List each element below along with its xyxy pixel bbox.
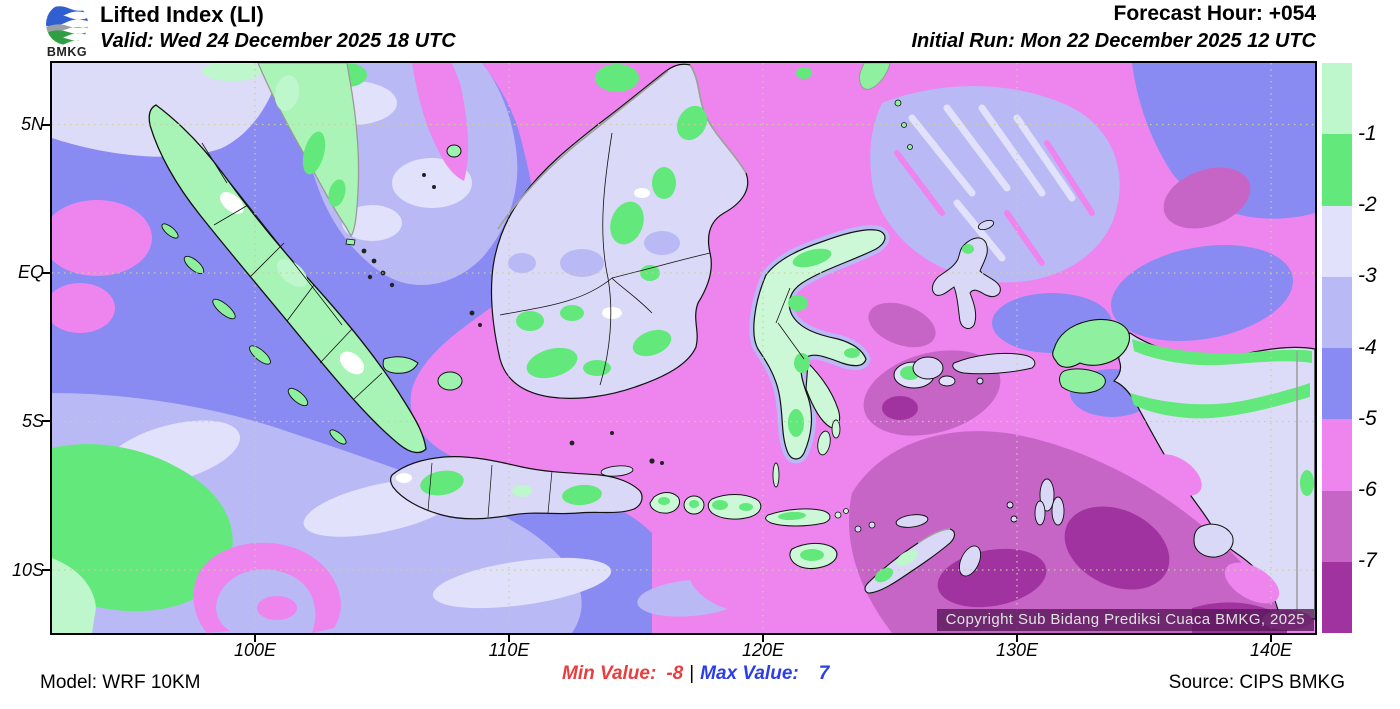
lat-label-5s: 5S	[21, 411, 44, 431]
lon-label-100e: 100E	[233, 640, 277, 660]
graticule	[52, 63, 1315, 633]
lon-label-120e: 120E	[741, 640, 785, 660]
island-papua	[1052, 318, 1315, 630]
colorbar-label: -3	[1358, 264, 1377, 287]
island-borneo	[490, 63, 749, 399]
lon-label-140e: 140E	[1249, 640, 1293, 660]
island-malay-peninsula	[257, 63, 482, 327]
colorbar-segment	[1322, 63, 1352, 135]
lon-label-110e: 110E	[488, 640, 530, 660]
colorbar-label: -2	[1358, 193, 1377, 216]
max-value: 7	[818, 663, 830, 684]
lat-tick	[42, 420, 51, 422]
map-frame: Copyright Sub Bidang Prediksi Cuaca BMKG…	[50, 61, 1317, 635]
lat-tick	[42, 272, 51, 274]
minmax-separator: |	[689, 663, 695, 684]
island-sumatra	[148, 104, 463, 454]
lon-tick	[1270, 633, 1272, 642]
islands-lesser-sunda	[390, 456, 956, 594]
lon-tick	[1016, 633, 1018, 642]
colorbar-label: -5	[1358, 407, 1377, 430]
islands-maluku	[893, 219, 1036, 389]
minmax-values: Min Value: -8 | Max Value: 7	[562, 663, 829, 685]
lat-tick	[42, 569, 51, 571]
min-value: -8	[666, 663, 684, 684]
colorbar-segment	[1322, 205, 1352, 277]
colorbar-label: -6	[1358, 478, 1377, 501]
min-value-label: Min Value:	[562, 663, 657, 684]
lat-label-10s: 10S	[11, 560, 44, 580]
map-canvas	[52, 63, 1315, 633]
bmkg-logo: BMKG	[46, 3, 88, 58]
lat-label-eq: EQ	[17, 262, 44, 282]
lon-tick	[254, 633, 256, 642]
valid-time-label: Valid: Wed 24 December 2025 18 UTC	[100, 30, 456, 52]
lon-tick	[508, 633, 510, 642]
forecast-hour-label: Forecast Hour: +054	[1113, 2, 1317, 25]
colorbar-segment	[1322, 348, 1352, 420]
page-title: Lifted Index (LI)	[100, 2, 264, 27]
colorbar-label: -1	[1358, 122, 1377, 145]
colorbar-segment	[1322, 419, 1352, 491]
lon-tick	[762, 633, 764, 642]
source-label: Source: CIPS BMKG	[1168, 672, 1345, 693]
islands-small-east	[569, 63, 1065, 577]
max-value-label: Max Value:	[700, 663, 799, 684]
colorbar-segment	[1322, 561, 1352, 633]
lat-tick	[42, 124, 51, 126]
copyright-overlay: Copyright Sub Bidang Prediksi Cuaca BMKG…	[936, 609, 1314, 631]
colorbar-segment	[1322, 490, 1352, 562]
lat-label-5n: 5N	[20, 114, 44, 134]
colorbar-segment	[1322, 276, 1352, 348]
initial-run-label: Initial Run: Mon 22 December 2025 12 UTC	[911, 30, 1316, 52]
lon-label-130e: 130E	[995, 640, 1039, 660]
colorbar-segment	[1322, 134, 1352, 206]
island-sulawesi	[749, 225, 890, 488]
model-label: Model: WRF 10KM	[40, 672, 201, 693]
colorbar-label: -7	[1358, 549, 1377, 572]
svg-text:BMKG: BMKG	[47, 45, 87, 58]
colorbar-label: -4	[1358, 336, 1377, 359]
colorbar	[1322, 63, 1352, 633]
